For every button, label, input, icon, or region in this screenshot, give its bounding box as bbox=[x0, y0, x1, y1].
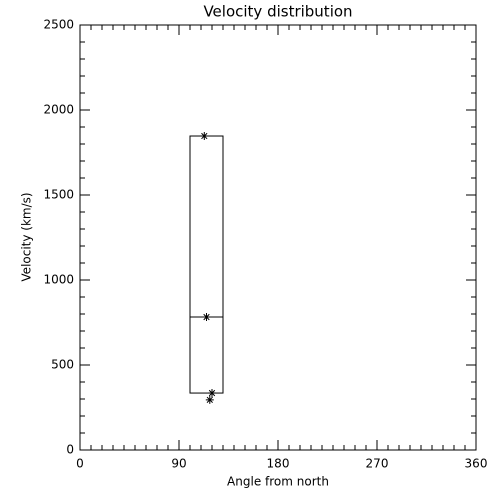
y-tick-label: 0 bbox=[66, 443, 74, 457]
asterisk-point bbox=[208, 389, 216, 398]
x-tick-label: 270 bbox=[366, 457, 389, 471]
chart-title: Velocity distribution bbox=[203, 3, 352, 21]
y-tick-label: 2000 bbox=[43, 103, 74, 117]
asterisk-point bbox=[202, 313, 211, 322]
y-tick-label: 2500 bbox=[43, 18, 74, 32]
x-tick-label: 0 bbox=[76, 457, 84, 471]
y-tick-label: 500 bbox=[51, 358, 74, 372]
x-tick-label: 90 bbox=[171, 457, 186, 471]
y-axis-label: Velocity (km/s) bbox=[20, 192, 34, 281]
y-tick-label: 1000 bbox=[43, 273, 74, 287]
asterisk-point bbox=[205, 395, 214, 404]
asterisk-point bbox=[200, 132, 209, 141]
x-tick-label: 180 bbox=[267, 457, 290, 471]
x-tick-label: 360 bbox=[465, 457, 488, 471]
y-tick-label: 1500 bbox=[43, 188, 74, 202]
x-axis-label: Angle from north bbox=[227, 475, 329, 489]
